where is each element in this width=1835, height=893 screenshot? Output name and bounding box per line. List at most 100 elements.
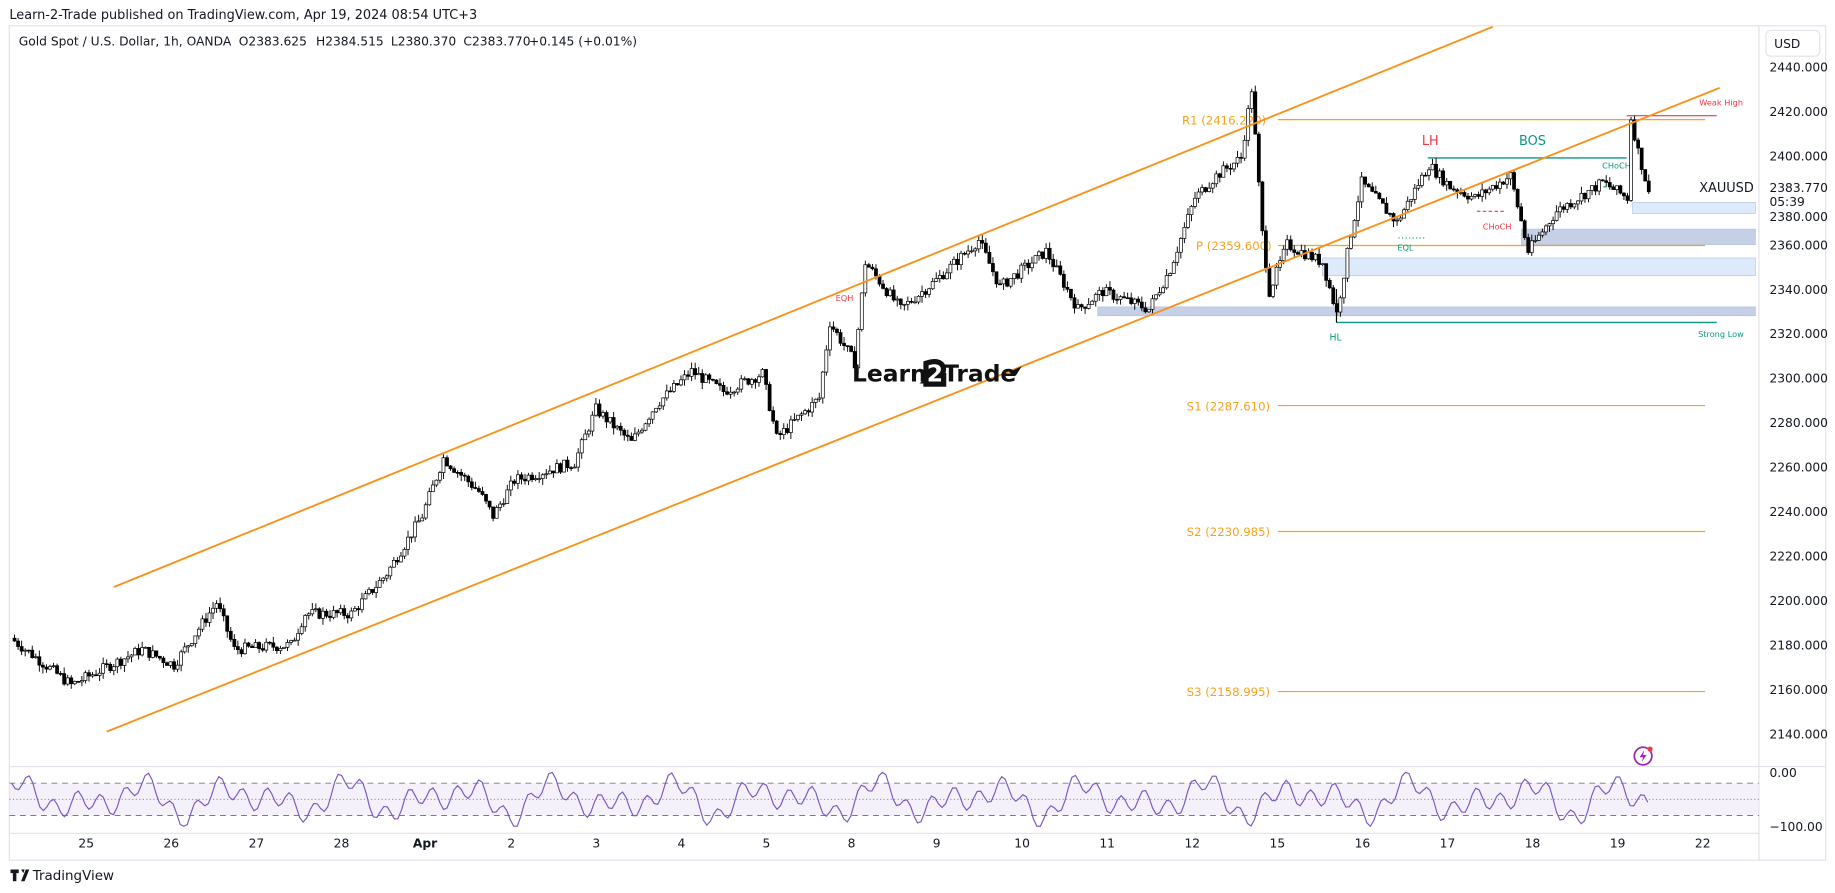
candle-bear — [1331, 287, 1336, 304]
bar-countdown: 05:39 — [1769, 195, 1804, 209]
candle-bear — [1324, 263, 1329, 281]
candle-bull — [555, 463, 559, 474]
time-axis[interactable]: 25 26 27 28 Apr 2 3 4 5 8 9 10 11 12 15 16 17 18 19 22 — [78, 836, 1710, 850]
candle-bear — [870, 266, 875, 270]
last-price-label: XAUUSD 2383.770 05:39 — [1699, 181, 1828, 209]
candle-bear — [1125, 297, 1130, 300]
candle-bull — [859, 292, 864, 330]
candle-bull — [377, 580, 382, 588]
symbol-label: XAUUSD — [1699, 181, 1754, 196]
tradingview-logo[interactable]: TradingView — [10, 869, 114, 884]
candle-bear — [12, 637, 17, 642]
time-tick: Apr — [413, 836, 438, 850]
candle-bear — [76, 681, 81, 683]
candle-bear — [1434, 163, 1438, 178]
candle-bear — [923, 291, 928, 295]
candle-bull — [186, 645, 191, 648]
candle-bull — [796, 414, 800, 420]
candle-bear — [1388, 213, 1392, 215]
candle-bull — [803, 410, 807, 415]
price-channel[interactable] — [106, 25, 1721, 733]
candle-bull — [406, 536, 410, 550]
time-tick: 15 — [1270, 836, 1286, 850]
candle-bull — [1008, 278, 1013, 287]
candle-bull — [1487, 188, 1492, 194]
candle-bull — [1320, 263, 1325, 265]
currency-label: USD — [1774, 37, 1800, 51]
candle-bear — [778, 433, 783, 435]
candle-bull — [296, 633, 301, 641]
candle-bear — [1600, 179, 1605, 182]
candle-bull — [33, 656, 38, 659]
candle-bull — [732, 391, 737, 394]
published-caption: Learn-2-Trade published on TradingView.c… — [9, 8, 477, 23]
candle-bear — [1203, 187, 1208, 192]
candle-bull — [1398, 217, 1403, 221]
candle-bull — [1313, 253, 1318, 261]
candle-bull — [1164, 275, 1169, 289]
candle-bear — [267, 641, 272, 644]
time-tick: 3 — [592, 836, 600, 850]
candle-bull — [1196, 191, 1201, 199]
symbol-description[interactable]: Gold Spot / U.S. Dollar, 1h, OANDA — [19, 35, 232, 49]
price-tick: 2380.000 — [1769, 210, 1828, 224]
candle-bear — [1228, 167, 1233, 170]
chart-frame — [8, 25, 1827, 861]
candle-bull — [1178, 238, 1183, 253]
structure-label: CHoCH — [1483, 221, 1512, 231]
candle-bear — [484, 494, 488, 502]
candle-bear — [1069, 288, 1073, 299]
candle-bull — [1235, 157, 1240, 164]
candle-bear — [1122, 296, 1126, 299]
candle-bull — [540, 474, 545, 479]
candle-bear — [165, 662, 169, 666]
currency-button[interactable]: USD — [1765, 29, 1821, 57]
pivot-label: R1 (2416.220) — [1182, 113, 1266, 127]
candle-bull — [1175, 251, 1180, 263]
candle-bull — [1536, 234, 1541, 241]
price-axis[interactable]: 2440.000 2420.000 2400.000 2380.000 2360.000… — [1769, 60, 1828, 741]
candle-bull — [576, 452, 581, 468]
candle-bull — [1076, 304, 1080, 309]
candle-bull — [973, 248, 978, 252]
candle-bull — [427, 491, 432, 506]
candle-bull — [1614, 185, 1619, 190]
last-price: 2383.770 — [1769, 181, 1828, 195]
alert-icon[interactable] — [1633, 746, 1653, 766]
price-tick: 2220.000 — [1769, 550, 1828, 564]
candle-bull — [657, 405, 662, 409]
candle-bull — [1154, 294, 1158, 300]
candle-bull — [654, 407, 659, 413]
candle-bear — [466, 475, 471, 483]
candle-bear — [345, 615, 350, 619]
candle-bull — [1086, 303, 1091, 309]
time-tick: 8 — [848, 836, 856, 850]
candle-bear — [693, 368, 698, 376]
candle-bear — [1494, 185, 1499, 189]
candle-bear — [1139, 301, 1144, 309]
price-tick: 2140.000 — [1769, 727, 1828, 741]
candle-bull — [643, 423, 648, 431]
candle-bull — [966, 250, 971, 255]
candle-bear — [469, 481, 474, 488]
candle-bull — [672, 383, 676, 392]
candle-bear — [1005, 278, 1009, 287]
candle-bull — [1352, 220, 1357, 238]
candle-bull — [895, 298, 900, 301]
time-tick: 4 — [677, 836, 685, 850]
candle-bull — [526, 474, 531, 482]
candle-bull — [292, 639, 297, 642]
candle-bull — [682, 374, 687, 381]
candle-bull — [175, 664, 180, 670]
candle-bear — [1061, 273, 1066, 288]
structure-label: Weak High — [1699, 97, 1743, 107]
candle-bull — [810, 402, 815, 413]
candle-bear — [512, 480, 517, 484]
candle-bull — [920, 291, 924, 297]
candle-bear — [1051, 259, 1056, 268]
candle-bull — [388, 566, 393, 577]
candle-bull — [193, 635, 198, 644]
candle-bear — [260, 648, 265, 651]
candle-bear — [962, 252, 967, 255]
